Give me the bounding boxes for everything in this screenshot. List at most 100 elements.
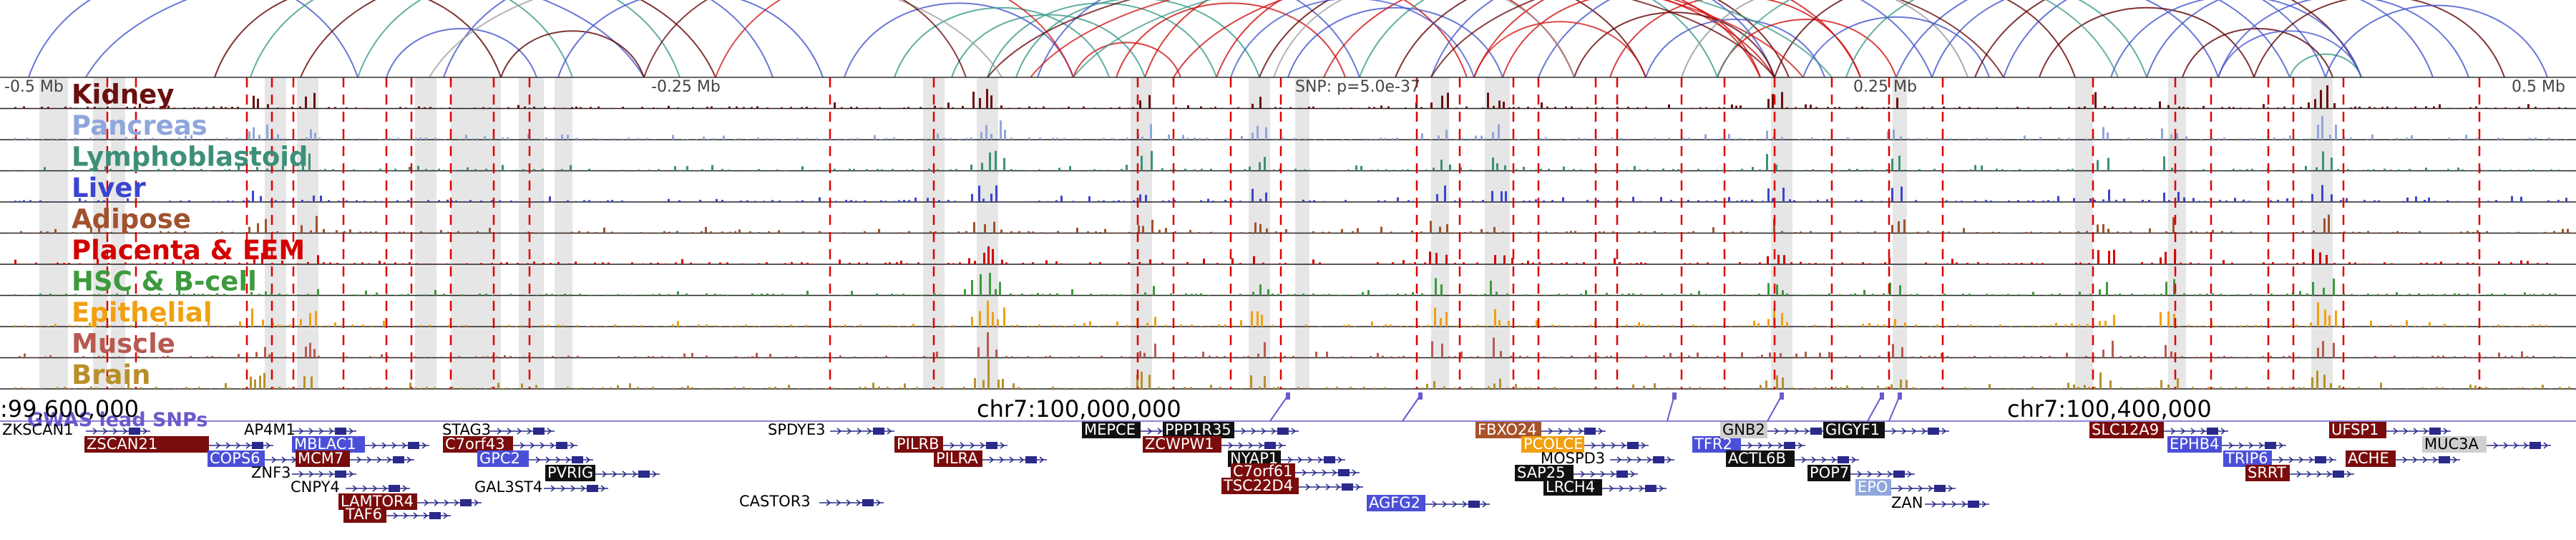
gene-annotation[interactable]: MUC3A: [2422, 435, 2551, 453]
signal-peak: [2440, 261, 2442, 264]
gene-annotation[interactable]: TRIP6: [2223, 450, 2336, 467]
signal-peak: [959, 262, 961, 264]
strand-arrow: [1747, 442, 1753, 449]
signal-peak: [1121, 356, 1123, 358]
gene-annotation[interactable]: STAG3: [442, 421, 555, 438]
signal-peak: [2333, 278, 2335, 296]
signal-peak: [248, 226, 250, 233]
gene-annotation[interactable]: LRCH4: [1543, 478, 1667, 496]
gene-annotation[interactable]: ACTL6B: [1726, 450, 1859, 467]
signal-peak: [2049, 232, 2051, 233]
gene-annotation[interactable]: SLC12A9: [2089, 421, 2228, 438]
signal-peak: [850, 138, 852, 140]
gene-annotation[interactable]: TAF6: [343, 506, 451, 523]
gene-annotation[interactable]: PCOLCE: [1521, 435, 1649, 453]
signal-peak: [578, 231, 580, 233]
signal-peak: [885, 138, 887, 140]
gene-annotation[interactable]: UFSP1: [2329, 421, 2451, 438]
signal-peak: [879, 107, 881, 109]
signal-peak: [211, 356, 213, 358]
strand-arrow: [2298, 456, 2304, 463]
strand-arrow: [1000, 442, 1005, 449]
gene-annotation[interactable]: MCM7: [296, 450, 414, 467]
signal-peak: [1194, 138, 1196, 140]
signal-peak: [2144, 294, 2146, 296]
gene-annotation[interactable]: ACHE: [2346, 450, 2460, 467]
gene-annotation[interactable]: GPC2: [477, 450, 593, 467]
signal-peak: [2546, 262, 2548, 264]
signal-peak: [2363, 200, 2366, 202]
gene-annotation[interactable]: CASTOR3: [739, 493, 884, 510]
gene-annotation[interactable]: AP4M1: [244, 421, 356, 438]
signal-peak: [313, 349, 316, 358]
signal-peak: [1251, 311, 1253, 327]
signal-peak: [434, 138, 436, 140]
signal-peak: [2454, 356, 2456, 358]
signal-peak: [1580, 294, 1582, 296]
signal-peak: [2348, 387, 2350, 389]
signal-peak: [20, 231, 22, 233]
signal-peak: [1292, 355, 1294, 358]
gene-annotation[interactable]: CNPY4: [291, 478, 410, 496]
gene-annotation[interactable]: PILRA: [934, 450, 1047, 467]
signal-peak: [2194, 325, 2196, 327]
signal-peak: [1490, 280, 1492, 296]
gene-annotation[interactable]: MOSPD3: [1541, 450, 1674, 467]
signal-peak: [1878, 355, 1880, 358]
gene-annotation[interactable]: GNB2: [1720, 421, 1832, 438]
gene-annotation[interactable]: GAL3ST4: [474, 478, 608, 496]
gene-annotation[interactable]: PVRIG: [545, 464, 660, 481]
signal-peak: [668, 105, 670, 109]
gene-annotation[interactable]: EPHB4: [2167, 435, 2286, 453]
signal-peak: [1477, 356, 1479, 358]
gene-annotation[interactable]: SPDYE3: [768, 421, 894, 438]
signal-peak: [35, 262, 37, 264]
signal-peak: [956, 387, 958, 389]
signal-peak: [1187, 105, 1189, 109]
gene-annotation[interactable]: SRRT: [2245, 464, 2354, 481]
strand-arrow: [348, 471, 354, 478]
signal-peak: [507, 170, 509, 171]
gene-annotation[interactable]: PPP1R35: [1163, 421, 1299, 438]
signal-peak: [1626, 324, 1628, 327]
gene-annotation[interactable]: TSC22D4: [1221, 477, 1363, 494]
gene-annotation[interactable]: MBLAC1: [292, 435, 429, 453]
gene-annotation[interactable]: GIGYF1: [1823, 421, 1949, 438]
signal-peak: [1992, 231, 1994, 233]
signal-peak: [2006, 107, 2009, 109]
gene-annotation[interactable]: FBXO24: [1475, 421, 1606, 438]
signal-peak: [889, 262, 891, 264]
gene-annotation[interactable]: LAMTOR4: [338, 493, 482, 510]
signal-peak: [1667, 387, 1669, 389]
gene-annotation[interactable]: POP7: [1807, 464, 1915, 481]
signal-peak: [2112, 340, 2114, 358]
signal-peak: [425, 138, 427, 140]
signal-peak: [622, 107, 624, 109]
signal-peak: [1468, 138, 1470, 140]
signal-peak: [1212, 201, 1214, 202]
gene-annotation[interactable]: C7orf43: [443, 435, 577, 453]
gene-annotation[interactable]: AGFG2: [1367, 494, 1490, 511]
signal-peak: [617, 385, 619, 389]
signal-peak: [248, 131, 250, 140]
signal-peak: [381, 354, 383, 358]
gene-annotation[interactable]: ZCWPW1: [1143, 435, 1286, 453]
signal-peak: [2431, 294, 2434, 296]
gene-annotation[interactable]: C7orf61: [1231, 463, 1360, 480]
signal-peak: [1272, 324, 1274, 327]
signal-peak: [594, 262, 596, 264]
signal-peak: [1141, 136, 1143, 140]
gene-annotation[interactable]: ZSCAN21: [84, 435, 273, 453]
gene-annotation[interactable]: SAP25: [1515, 464, 1638, 481]
gene-annotation[interactable]: EPO: [1855, 478, 1956, 496]
gene-annotation[interactable]: ZKSCAN1: [2, 421, 150, 438]
signal-peak: [896, 262, 898, 264]
gene-annotation[interactable]: ZNF3: [251, 464, 356, 481]
gene-annotation[interactable]: PILRB: [894, 435, 1008, 453]
signal-peak: [971, 280, 973, 296]
signal-peak: [833, 387, 835, 389]
strand-arrow: [1317, 456, 1323, 463]
gene-annotation[interactable]: ZAN: [1891, 494, 1989, 511]
